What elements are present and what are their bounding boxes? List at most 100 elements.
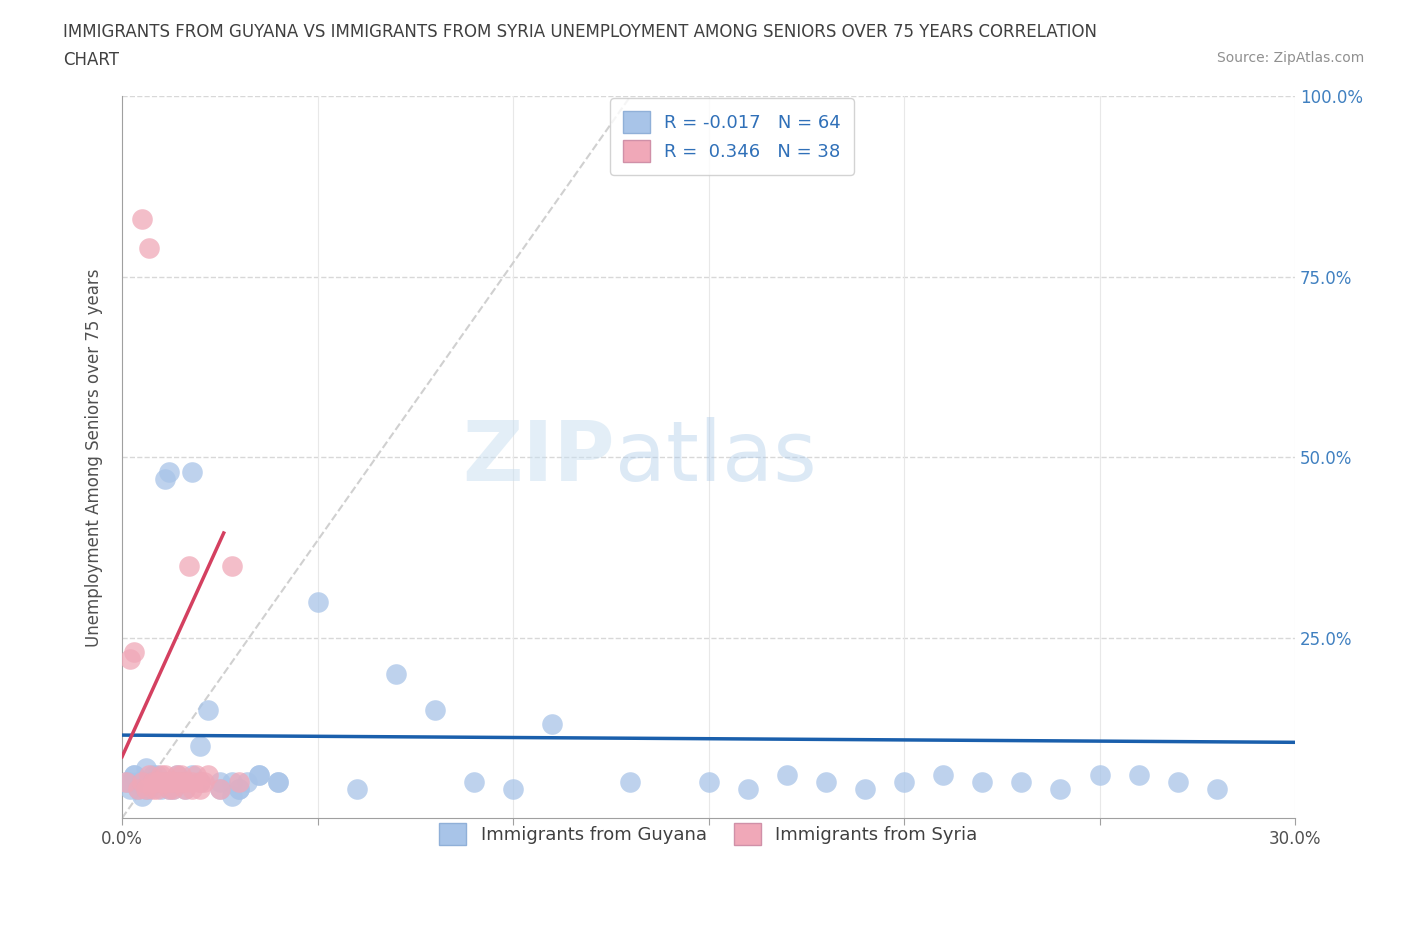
Point <box>181 464 204 479</box>
Point <box>127 782 149 797</box>
Point <box>131 212 153 227</box>
Point <box>146 775 169 790</box>
Point <box>228 782 250 797</box>
Point <box>157 775 180 790</box>
Point <box>162 775 184 790</box>
Point <box>118 775 141 790</box>
Point <box>697 775 720 790</box>
Point <box>157 464 180 479</box>
Point <box>134 760 156 775</box>
Point <box>134 782 156 797</box>
Point <box>346 782 368 797</box>
Point <box>153 472 176 486</box>
Point <box>122 767 145 782</box>
Point <box>150 767 173 782</box>
Point <box>463 775 485 790</box>
Point <box>247 767 270 782</box>
Point <box>1167 775 1189 790</box>
Text: atlas: atlas <box>614 417 817 498</box>
Point <box>142 775 165 790</box>
Point <box>814 775 837 790</box>
Point <box>131 789 153 804</box>
Point <box>1128 767 1150 782</box>
Point <box>221 789 243 804</box>
Point <box>142 775 165 790</box>
Point <box>197 767 219 782</box>
Point <box>166 767 188 782</box>
Point <box>142 782 165 797</box>
Point <box>142 767 165 782</box>
Point <box>153 775 176 790</box>
Legend: Immigrants from Guyana, Immigrants from Syria: Immigrants from Guyana, Immigrants from … <box>425 809 993 859</box>
Point <box>150 782 173 797</box>
Point <box>188 775 211 790</box>
Point <box>208 782 231 797</box>
Point <box>188 738 211 753</box>
Point <box>267 775 290 790</box>
Point <box>221 558 243 573</box>
Point <box>1010 775 1032 790</box>
Point <box>188 775 211 790</box>
Point <box>737 782 759 797</box>
Point <box>170 775 193 790</box>
Point <box>115 775 138 790</box>
Point <box>127 782 149 797</box>
Point <box>181 767 204 782</box>
Point <box>619 775 641 790</box>
Point <box>197 702 219 717</box>
Point <box>972 775 994 790</box>
Point <box>173 782 195 797</box>
Point <box>146 782 169 797</box>
Point <box>118 782 141 797</box>
Point <box>541 717 564 732</box>
Point <box>150 775 173 790</box>
Point <box>138 767 160 782</box>
Point <box>181 775 204 790</box>
Point <box>122 767 145 782</box>
Point <box>166 767 188 782</box>
Point <box>162 782 184 797</box>
Point <box>170 767 193 782</box>
Point <box>1088 767 1111 782</box>
Text: ZIP: ZIP <box>463 417 614 498</box>
Point <box>173 782 195 797</box>
Point <box>131 775 153 790</box>
Point <box>267 775 290 790</box>
Point <box>150 775 173 790</box>
Point <box>307 594 329 609</box>
Point <box>221 775 243 790</box>
Point <box>177 558 200 573</box>
Point <box>181 782 204 797</box>
Point <box>208 775 231 790</box>
Point <box>157 782 180 797</box>
Point <box>853 782 876 797</box>
Point <box>423 702 446 717</box>
Point <box>188 782 211 797</box>
Point <box>162 782 184 797</box>
Point <box>228 782 250 797</box>
Point <box>228 775 250 790</box>
Point <box>502 782 524 797</box>
Point <box>166 775 188 790</box>
Point <box>131 775 153 790</box>
Point <box>138 775 160 790</box>
Point <box>776 767 799 782</box>
Point <box>138 241 160 256</box>
Point <box>170 775 193 790</box>
Point <box>1049 782 1071 797</box>
Point <box>118 652 141 667</box>
Y-axis label: Unemployment Among Seniors over 75 years: Unemployment Among Seniors over 75 years <box>86 268 103 646</box>
Point <box>932 767 955 782</box>
Point <box>138 782 160 797</box>
Point <box>247 767 270 782</box>
Point <box>134 782 156 797</box>
Point <box>208 782 231 797</box>
Point <box>170 775 193 790</box>
Point <box>236 775 259 790</box>
Point <box>173 775 195 790</box>
Text: Source: ZipAtlas.com: Source: ZipAtlas.com <box>1216 51 1364 65</box>
Point <box>115 775 138 790</box>
Point <box>127 775 149 790</box>
Point <box>146 767 169 782</box>
Point <box>153 767 176 782</box>
